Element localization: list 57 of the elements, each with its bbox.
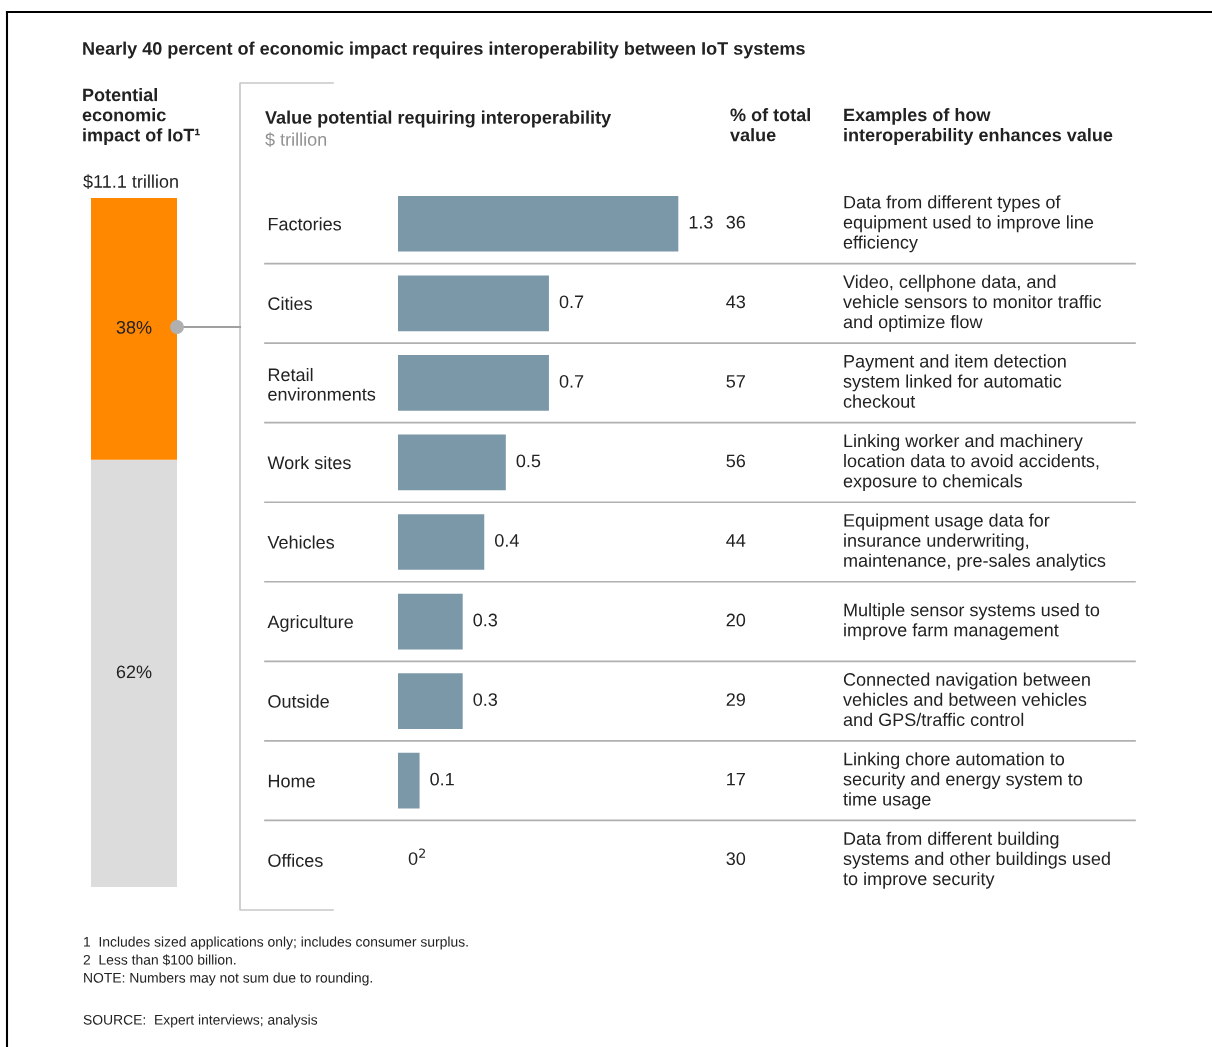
data-label: 62% bbox=[116, 665, 152, 679]
data-label: 0.7 bbox=[559, 374, 584, 388]
y-tick-label: Agriculture bbox=[267, 615, 353, 632]
y-tick-label: Offices bbox=[268, 853, 323, 867]
y-tick-label: Vehicles bbox=[267, 535, 335, 549]
chart-subtitle: $ trillion bbox=[265, 132, 327, 147]
y-tick-label: Home bbox=[268, 774, 315, 788]
text: Data from different building systems and other buildings used to improve security bbox=[843, 831, 1110, 889]
data-label: 57 bbox=[726, 375, 745, 388]
data-label: 29 bbox=[726, 693, 745, 706]
text: Examples of how interoperability enhances value bbox=[844, 108, 1113, 145]
text: Connected navigation between vehicles and between vehicles and GPS/traffic control bbox=[843, 672, 1090, 727]
text: 1 Includes sized applications only; includes consumer surplus. bbox=[84, 936, 468, 950]
bar bbox=[398, 752, 420, 809]
y-tick-label: Work sites bbox=[267, 455, 351, 470]
y-tick-label: Cities bbox=[268, 296, 312, 311]
data-label: 0.3 bbox=[473, 693, 498, 706]
data-label: 30 bbox=[726, 852, 746, 866]
bar bbox=[398, 514, 485, 570]
bar bbox=[398, 355, 549, 411]
data-label: 0.1 bbox=[430, 772, 454, 786]
data-label: 36 bbox=[726, 215, 746, 229]
text: Multiple sensor systems used to improve farm management bbox=[844, 603, 1100, 641]
text: Data from different types of equipment used to improve line efficiency bbox=[843, 195, 1094, 253]
source-note: SOURCE: Expert interviews; analysis bbox=[83, 1014, 318, 1028]
data-label: 56 bbox=[726, 454, 746, 468]
text: Video, cellphone data, and vehicle sensors to monitor traffic and optimize flow bbox=[843, 274, 1102, 332]
bar bbox=[398, 275, 549, 332]
data-label: 17 bbox=[727, 772, 745, 786]
data-label: 0$^{2}$ bbox=[408, 848, 426, 865]
data-label: 1.3 bbox=[689, 215, 713, 229]
data-label: 38% bbox=[116, 320, 152, 334]
bar bbox=[398, 593, 463, 650]
chart-title: Potential economic impact of IoT¹ bbox=[82, 88, 200, 146]
text: Payment and item detection system linked for automatic checkout bbox=[843, 354, 1066, 408]
data-label: 44 bbox=[726, 534, 746, 547]
text: Linking worker and machinery location data to avoid accidents, exposure to chemicals bbox=[843, 433, 1099, 491]
data-label: 20 bbox=[726, 613, 746, 627]
bar bbox=[398, 434, 506, 491]
text: NOTE: Numbers may not sum due to rounding. bbox=[84, 972, 372, 986]
y-tick-label: Retail environments bbox=[268, 367, 376, 401]
text: % of total value bbox=[730, 108, 810, 142]
text: Linking chore automation to security and energy system to time usage bbox=[843, 752, 1083, 810]
text: Equipment usage data for insurance underwriting, maintenance, pre-sales analytics bbox=[844, 513, 1106, 571]
bar bbox=[398, 673, 463, 729]
data-label: 43 bbox=[726, 295, 746, 309]
y-tick-label: Outside bbox=[268, 694, 329, 708]
chart-subtitle: $11.1 trillion bbox=[83, 174, 178, 189]
data-label: 0.4 bbox=[494, 534, 519, 547]
text: Nearly 40 percent of economic impact requires interoperability between IoT systems bbox=[83, 41, 805, 59]
chart-title: Value potential requiring interoperability bbox=[265, 110, 612, 128]
y-tick-label: Factories bbox=[268, 217, 342, 231]
bar bbox=[398, 195, 679, 252]
data-label: 0.7 bbox=[559, 295, 584, 309]
data-label: 0.3 bbox=[473, 613, 498, 627]
data-label: 0.5 bbox=[516, 454, 541, 468]
text: 2 Less than $100 billion. bbox=[83, 954, 236, 966]
